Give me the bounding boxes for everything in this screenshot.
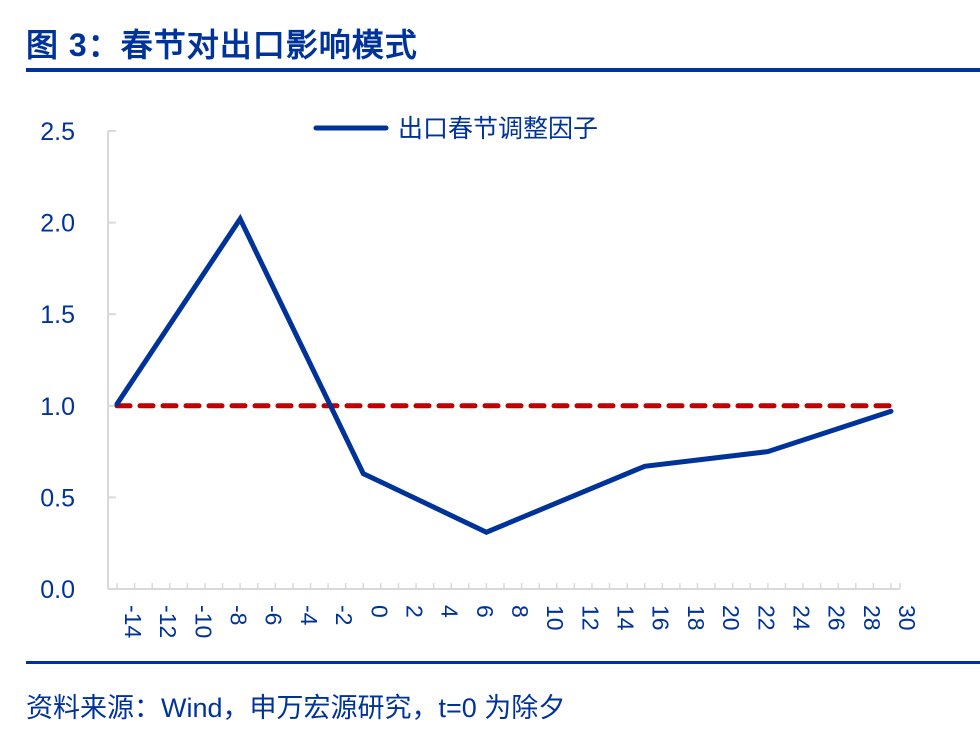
y-axis: 0.0 0.5 1.0 1.5 2.0 2.5 <box>40 118 116 604</box>
y-tick-label: 2.0 <box>40 210 75 238</box>
x-tick-label: -8 <box>226 605 252 625</box>
x-tick-label: 26 <box>824 605 850 631</box>
x-tick-label: 16 <box>648 605 674 631</box>
x-tick-label: 24 <box>788 605 814 631</box>
x-tick-label: 0 <box>366 605 392 618</box>
x-tick-label: 14 <box>613 605 639 631</box>
x-tick-label: 6 <box>472 605 498 618</box>
y-tick-label: 2.5 <box>40 118 75 146</box>
y-tick-label: 0.0 <box>40 576 75 604</box>
x-tick-label: 8 <box>507 605 533 618</box>
legend: 出口春节调整因子 <box>313 115 598 143</box>
x-tick-label: -14 <box>120 605 146 638</box>
x-tick-label: 22 <box>753 605 779 631</box>
footer-divider <box>26 661 980 664</box>
x-tick-label: 4 <box>437 605 463 618</box>
x-tick-label: 30 <box>894 605 920 631</box>
series-layer <box>114 213 894 535</box>
y-tick-label: 1.0 <box>40 393 75 421</box>
x-tick-label: 10 <box>542 605 568 631</box>
x-tick-label: 12 <box>577 605 603 631</box>
line-chart: 0.00.51.01.52.02.5 -14 -12 -10 -8 -6 -4 -2 0 2 4 6… <box>40 115 920 638</box>
y-tick-label: 0.5 <box>40 484 75 512</box>
x-tick-label: 18 <box>683 605 709 631</box>
title-divider <box>26 68 980 72</box>
series-line <box>114 213 894 535</box>
x-tick-label: -10 <box>190 605 216 638</box>
x-axis: -14 -12 -10 -8 -6 -4 -2 0 2 4 6 8 10 12 14 16 18 20 22 24 26… <box>108 583 920 638</box>
x-tick-label: 20 <box>718 605 744 631</box>
x-tick-label: -12 <box>155 605 181 638</box>
source-note: 资料来源：Wind，申万宏源研究，t=0 为除夕 <box>26 693 566 723</box>
legend-label: 出口春节调整因子 <box>398 115 598 143</box>
x-tick-label: 28 <box>859 605 885 631</box>
x-tick-label: -4 <box>296 605 322 626</box>
x-tick-label: -6 <box>261 605 287 625</box>
x-tick-label: 2 <box>401 605 427 618</box>
y-tick-label: 1.5 <box>40 301 75 329</box>
x-tick-label: -2 <box>331 605 357 625</box>
figure-title: 图 3：春节对出口影响模式 <box>26 27 418 63</box>
